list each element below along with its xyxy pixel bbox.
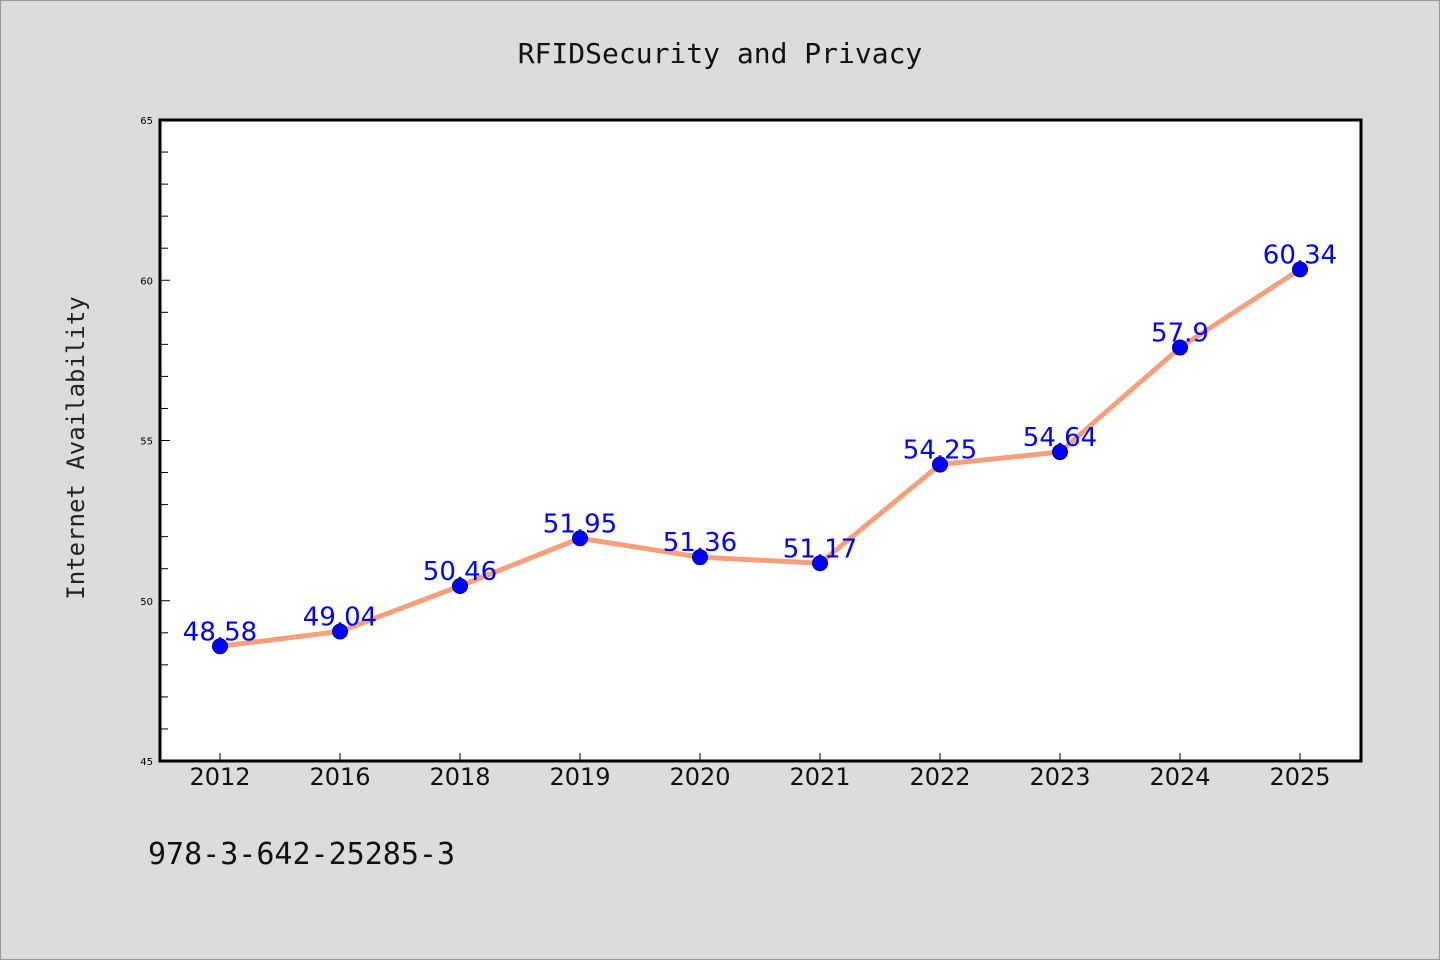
y-tick-label: 65 <box>140 116 153 127</box>
chart-title: RFIDSecurity and Privacy <box>518 37 923 70</box>
data-point <box>452 578 468 595</box>
data-point <box>212 638 228 655</box>
data-label: 51.36 <box>663 528 737 558</box>
x-tick-label: 2021 <box>789 763 850 791</box>
data-label: 60.34 <box>1263 240 1337 270</box>
footnote-isbn: 978-3-642-25285-3 <box>148 837 455 872</box>
data-label: 50.46 <box>423 557 497 587</box>
data-point <box>1052 444 1068 461</box>
x-tick-label: 2025 <box>1269 763 1330 791</box>
plot-area <box>158 118 1363 763</box>
data-point <box>572 530 588 547</box>
data-point <box>1172 339 1188 356</box>
y-axis-label: Internet Availability <box>62 296 90 599</box>
y-tick-label: 45 <box>140 757 153 768</box>
x-tick-label: 2012 <box>189 763 250 791</box>
data-point <box>692 549 708 566</box>
data-label: 57.9 <box>1151 319 1209 349</box>
series-line <box>217 266 1303 649</box>
x-tick-label: 2019 <box>549 763 610 791</box>
x-tick-label: 2023 <box>1029 763 1090 791</box>
x-tick-label: 2016 <box>309 763 370 791</box>
y-tick-label: 55 <box>140 437 153 448</box>
x-tick-label: 2022 <box>909 763 970 791</box>
data-point <box>1292 261 1308 278</box>
data-label: 54.64 <box>1023 423 1097 453</box>
x-tick-label: 2018 <box>429 763 490 791</box>
data-label: 49.04 <box>303 603 377 633</box>
y-tick-label: 50 <box>140 597 153 608</box>
data-label: 51.95 <box>543 509 617 539</box>
series-layer: 48.58 49.04 50.46 51.95 51.36 51.17 54.25 54.64… <box>183 240 1337 655</box>
x-axis: 2012 2016 2018 2019 2020 2021 2022 2023 2024 2025 <box>189 753 1331 791</box>
data-point <box>812 555 828 572</box>
data-point <box>332 623 348 640</box>
data-label: 48.58 <box>183 617 257 647</box>
data-label: 51.17 <box>783 534 857 564</box>
data-point <box>932 456 948 473</box>
x-tick-label: 2024 <box>1149 763 1210 791</box>
y-axis: 45 50 55 60 65 <box>140 116 170 768</box>
x-tick-label: 2020 <box>669 763 730 791</box>
data-label: 54.25 <box>903 436 977 466</box>
y-tick-label: 60 <box>140 276 153 287</box>
